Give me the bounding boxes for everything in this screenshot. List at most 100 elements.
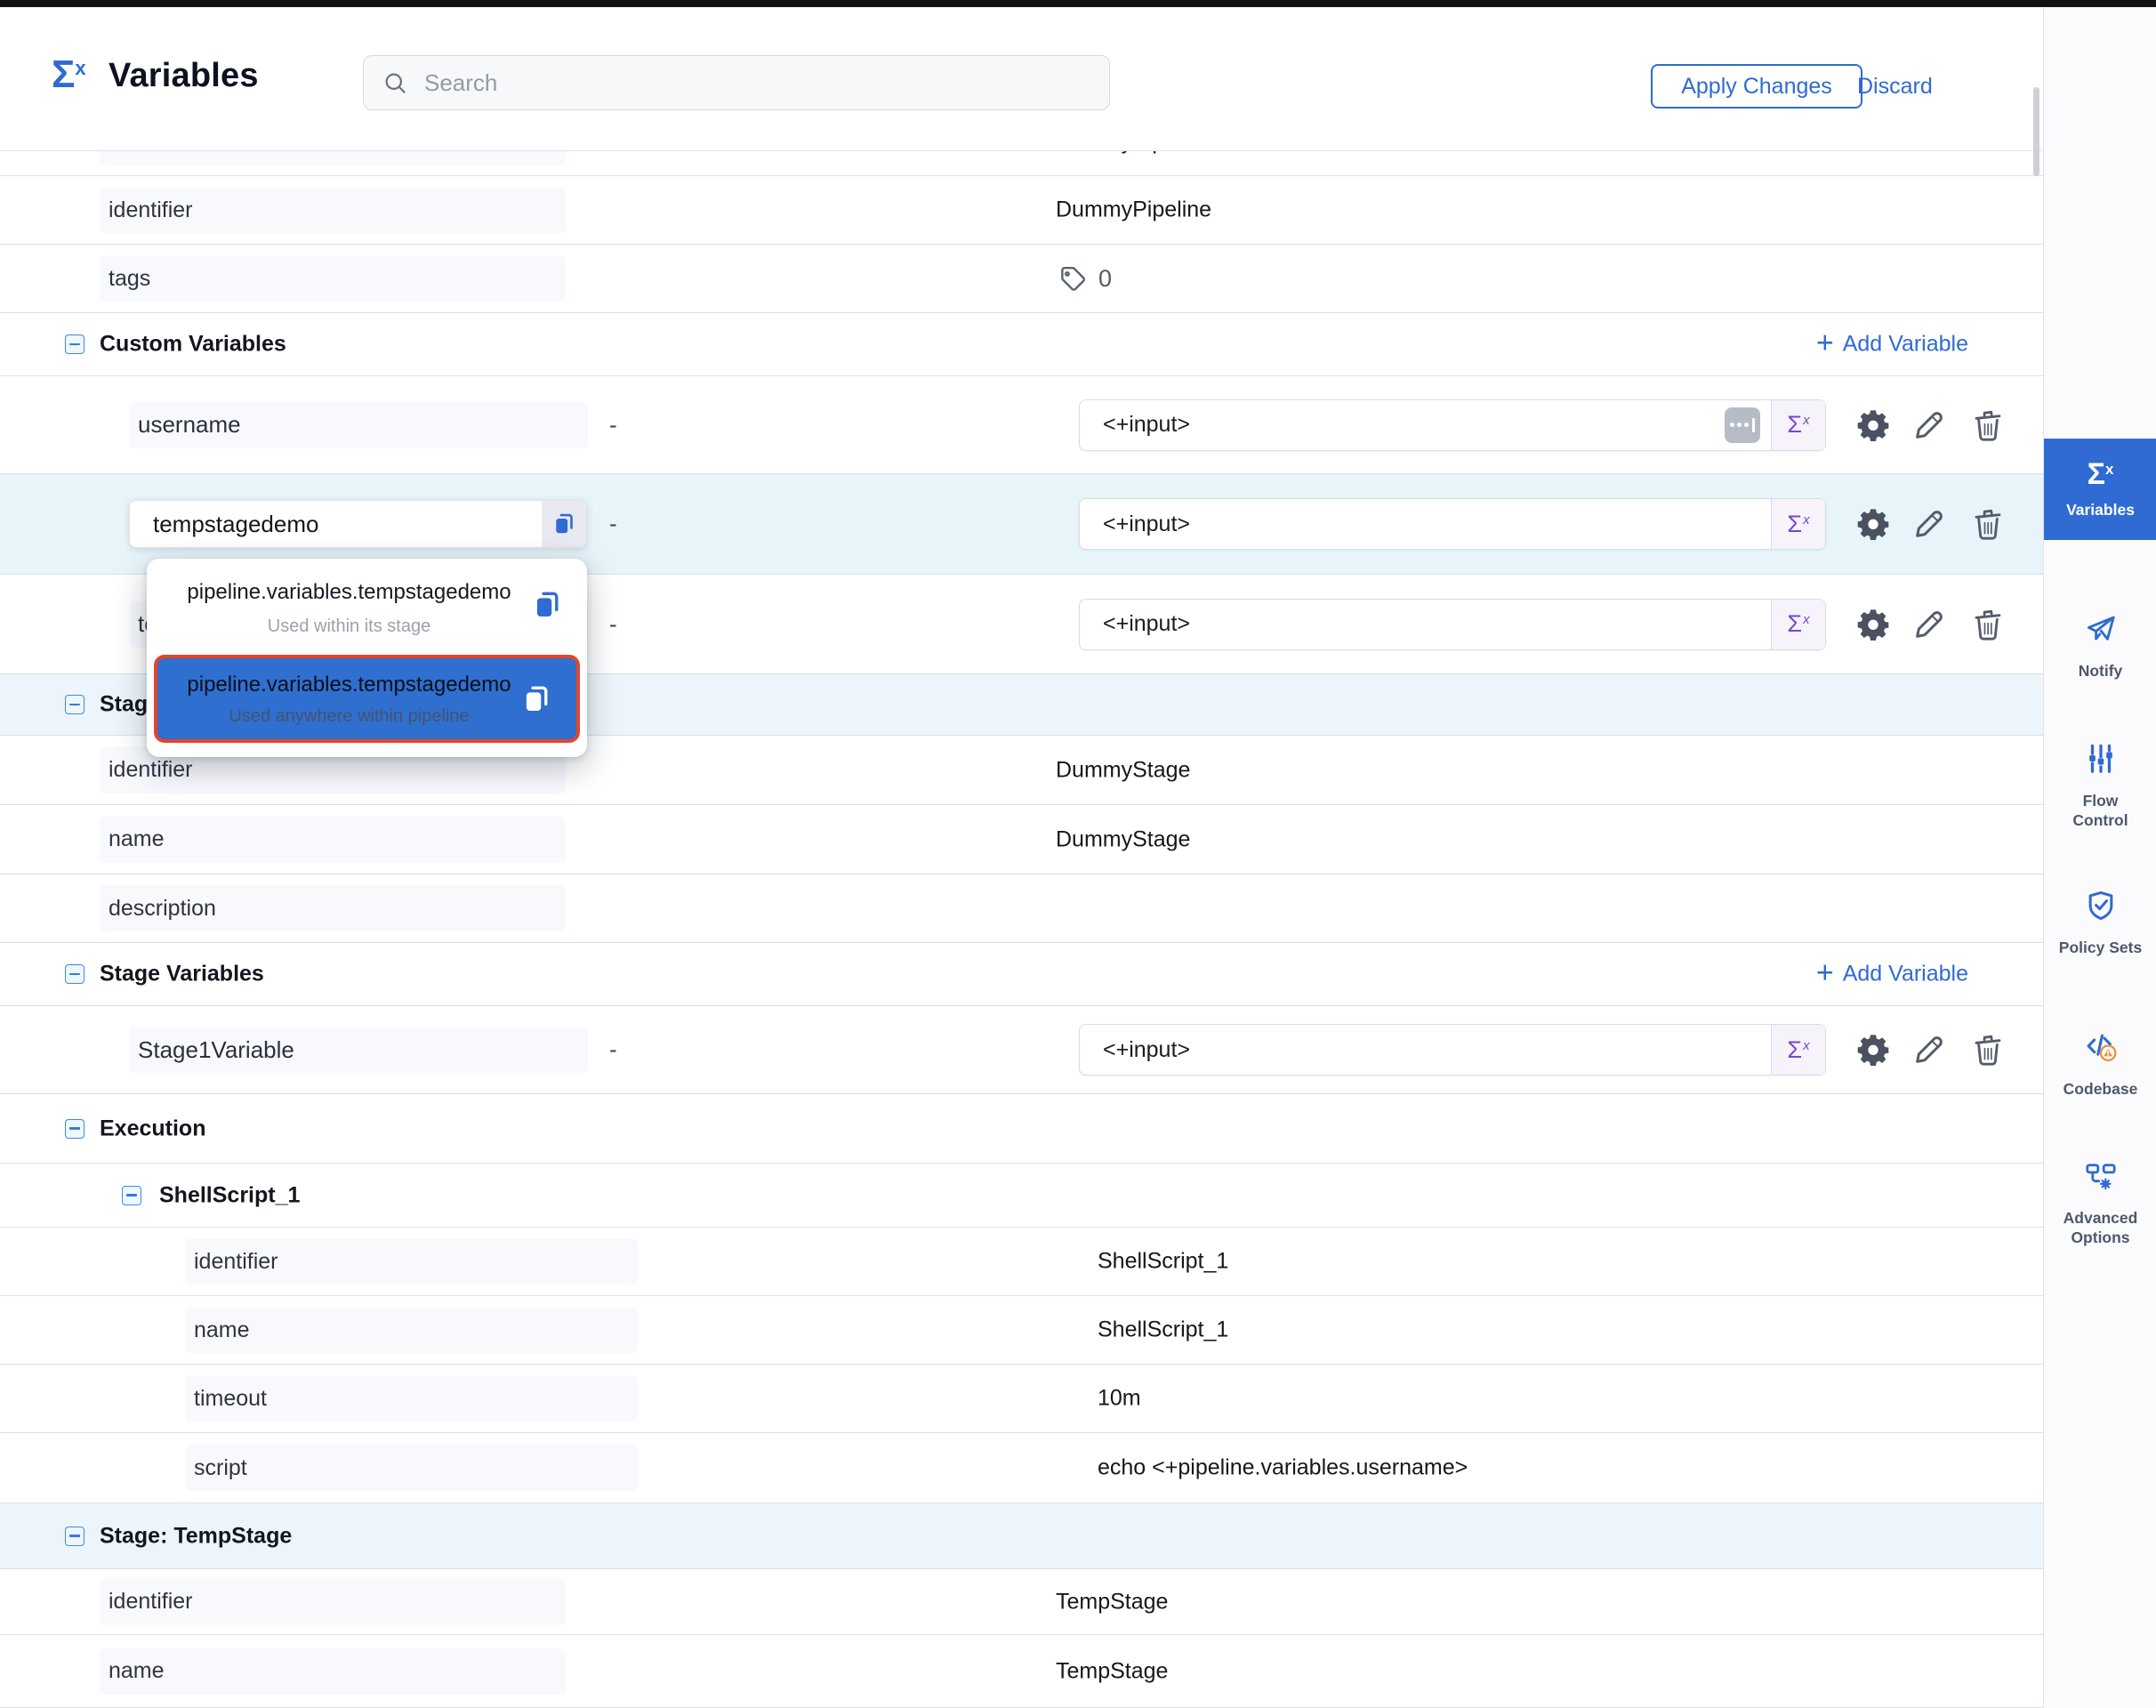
table-row: name DummyStage xyxy=(0,805,2043,874)
row-label-chip: identifier xyxy=(100,187,566,233)
gear-icon xyxy=(1855,1032,1891,1068)
add-variable-label: Add Variable xyxy=(1842,961,1968,987)
value-input-text: <+input> xyxy=(1103,511,1191,536)
discard-button[interactable]: Discard xyxy=(1857,73,1933,99)
trash-icon xyxy=(1970,506,2006,542)
expression-sup: x xyxy=(1803,1037,1810,1053)
table-row: Custom Variables + Add Variable xyxy=(0,313,2043,376)
edit-button[interactable] xyxy=(1911,506,1947,542)
edit-button[interactable] xyxy=(1911,607,1947,642)
row-value: DummyStage xyxy=(1056,757,1191,782)
variable-name-field[interactable]: username xyxy=(129,401,588,448)
dropdown-item[interactable]: pipeline.variables.tempstagedemo Used wit… xyxy=(147,559,587,651)
table-row: DummyPipeline xyxy=(0,151,2043,176)
collapse-minus-icon[interactable] xyxy=(65,964,84,984)
row-label-chip: script xyxy=(185,1445,638,1491)
pencil-icon xyxy=(1911,506,1947,542)
search-input[interactable] xyxy=(422,68,1091,98)
settings-button[interactable] xyxy=(1855,407,1891,443)
pencil-icon xyxy=(1911,407,1947,443)
sidebar-item-policy-sets[interactable]: Policy Sets xyxy=(2044,868,2156,977)
search-icon xyxy=(382,69,408,96)
trash-icon xyxy=(1970,607,2006,642)
sidebar-item-advanced-options[interactable]: Advanced Options xyxy=(2044,1149,2156,1256)
variable-name-input[interactable]: tempstagedemo xyxy=(129,500,587,548)
expression-sup: x xyxy=(1803,413,1810,428)
collapse-minus-icon[interactable] xyxy=(65,334,84,354)
search-box[interactable] xyxy=(363,55,1110,110)
table-row: Stage: TempStage xyxy=(0,1503,2043,1569)
dropdown-item-subtext: Used anywhere within pipeline xyxy=(229,706,470,726)
scrollbar-thumb[interactable] xyxy=(2033,87,2039,176)
row-value: echo <+pipeline.variables.username> xyxy=(1098,1454,1468,1480)
table-row: Execution xyxy=(0,1094,2043,1164)
collapse-minus-icon[interactable] xyxy=(65,695,84,714)
dropdown-item-text: pipeline.variables.tempstagedemo xyxy=(187,580,511,604)
row-value: TempStage xyxy=(1056,1589,1169,1614)
table-row: Stage Variables + Add Variable xyxy=(0,943,2043,1006)
add-variable-label: Add Variable xyxy=(1842,331,1968,357)
variables-table: DummyPipeline identifier DummyPipeline tags… xyxy=(0,151,2043,1708)
delete-button[interactable] xyxy=(1970,607,2006,642)
value-input-text: <+input> xyxy=(1103,1036,1191,1062)
sidebar-item-label: Notify xyxy=(2078,661,2123,680)
variables-panel-header: Σx Variables Apply Changes Discard xyxy=(0,7,2043,151)
copy-icon[interactable] xyxy=(530,588,564,622)
expression-sup: x xyxy=(1803,612,1810,627)
row-value: 10m xyxy=(1098,1385,1141,1411)
row-value: DummyStage xyxy=(1056,826,1191,851)
row-value: DummyPipeline xyxy=(1056,151,1211,155)
row-label-chip: identifier xyxy=(100,1578,566,1625)
add-variable-button[interactable]: + Add Variable xyxy=(1816,328,1968,359)
code-warning-icon xyxy=(2084,1030,2118,1068)
sidebar-item-label: Variables xyxy=(2066,501,2135,519)
right-nav-sidebar: Σx Variables Notify Flow Control Policy Sets… xyxy=(2043,7,2156,1708)
table-row: identifier DummyPipeline xyxy=(0,176,2043,245)
collapse-minus-icon[interactable] xyxy=(65,1118,84,1139)
settings-button[interactable] xyxy=(1855,506,1891,542)
sliders-icon xyxy=(2084,742,2118,780)
paper-plane-icon xyxy=(2084,612,2118,650)
sidebar-item-codebase[interactable]: Codebase xyxy=(2044,1021,2156,1107)
sidebar-item-flow-control[interactable]: Flow Control xyxy=(2044,732,2156,839)
variable-name-field[interactable]: Stage1Variable xyxy=(129,1027,588,1073)
sidebar-item-notify[interactable]: Notify xyxy=(2044,601,2156,690)
delete-button[interactable] xyxy=(1970,1032,2006,1068)
settings-button[interactable] xyxy=(1855,1032,1891,1068)
gear-icon xyxy=(1855,607,1891,642)
value-input-text: <+input> xyxy=(1103,412,1191,437)
settings-button[interactable] xyxy=(1855,607,1891,642)
copy-icon xyxy=(551,511,577,537)
flow-gear-icon xyxy=(2084,1159,2118,1197)
row-label-chip: timeout xyxy=(185,1375,638,1422)
pencil-icon xyxy=(1911,1032,1947,1068)
table-row: name ShellScript_1 xyxy=(0,1296,2043,1365)
copy-button[interactable] xyxy=(542,501,586,547)
variable-type-dash: - xyxy=(609,411,617,438)
edit-button[interactable] xyxy=(1911,407,1947,443)
row-label-chip: tags xyxy=(100,255,566,302)
dropdown-item[interactable]: pipeline.variables.tempstagedemo Used any… xyxy=(154,655,580,743)
add-variable-button[interactable]: + Add Variable xyxy=(1815,955,1968,990)
collapse-minus-icon[interactable] xyxy=(65,1526,84,1546)
row-label-chip xyxy=(100,151,566,165)
delete-button[interactable] xyxy=(1970,506,2006,542)
plus-icon: + xyxy=(1815,955,1834,990)
copy-icon[interactable] xyxy=(519,682,553,716)
collapse-minus-icon[interactable] xyxy=(122,1185,141,1205)
apply-changes-button[interactable]: Apply Changes xyxy=(1651,64,1862,109)
delete-button[interactable] xyxy=(1970,407,2006,443)
edit-button[interactable] xyxy=(1911,1032,1947,1068)
trash-icon xyxy=(1970,407,2006,443)
row-label-chip: name xyxy=(185,1307,638,1353)
sidebar-item-variables[interactable]: Σx Variables xyxy=(2044,439,2156,540)
